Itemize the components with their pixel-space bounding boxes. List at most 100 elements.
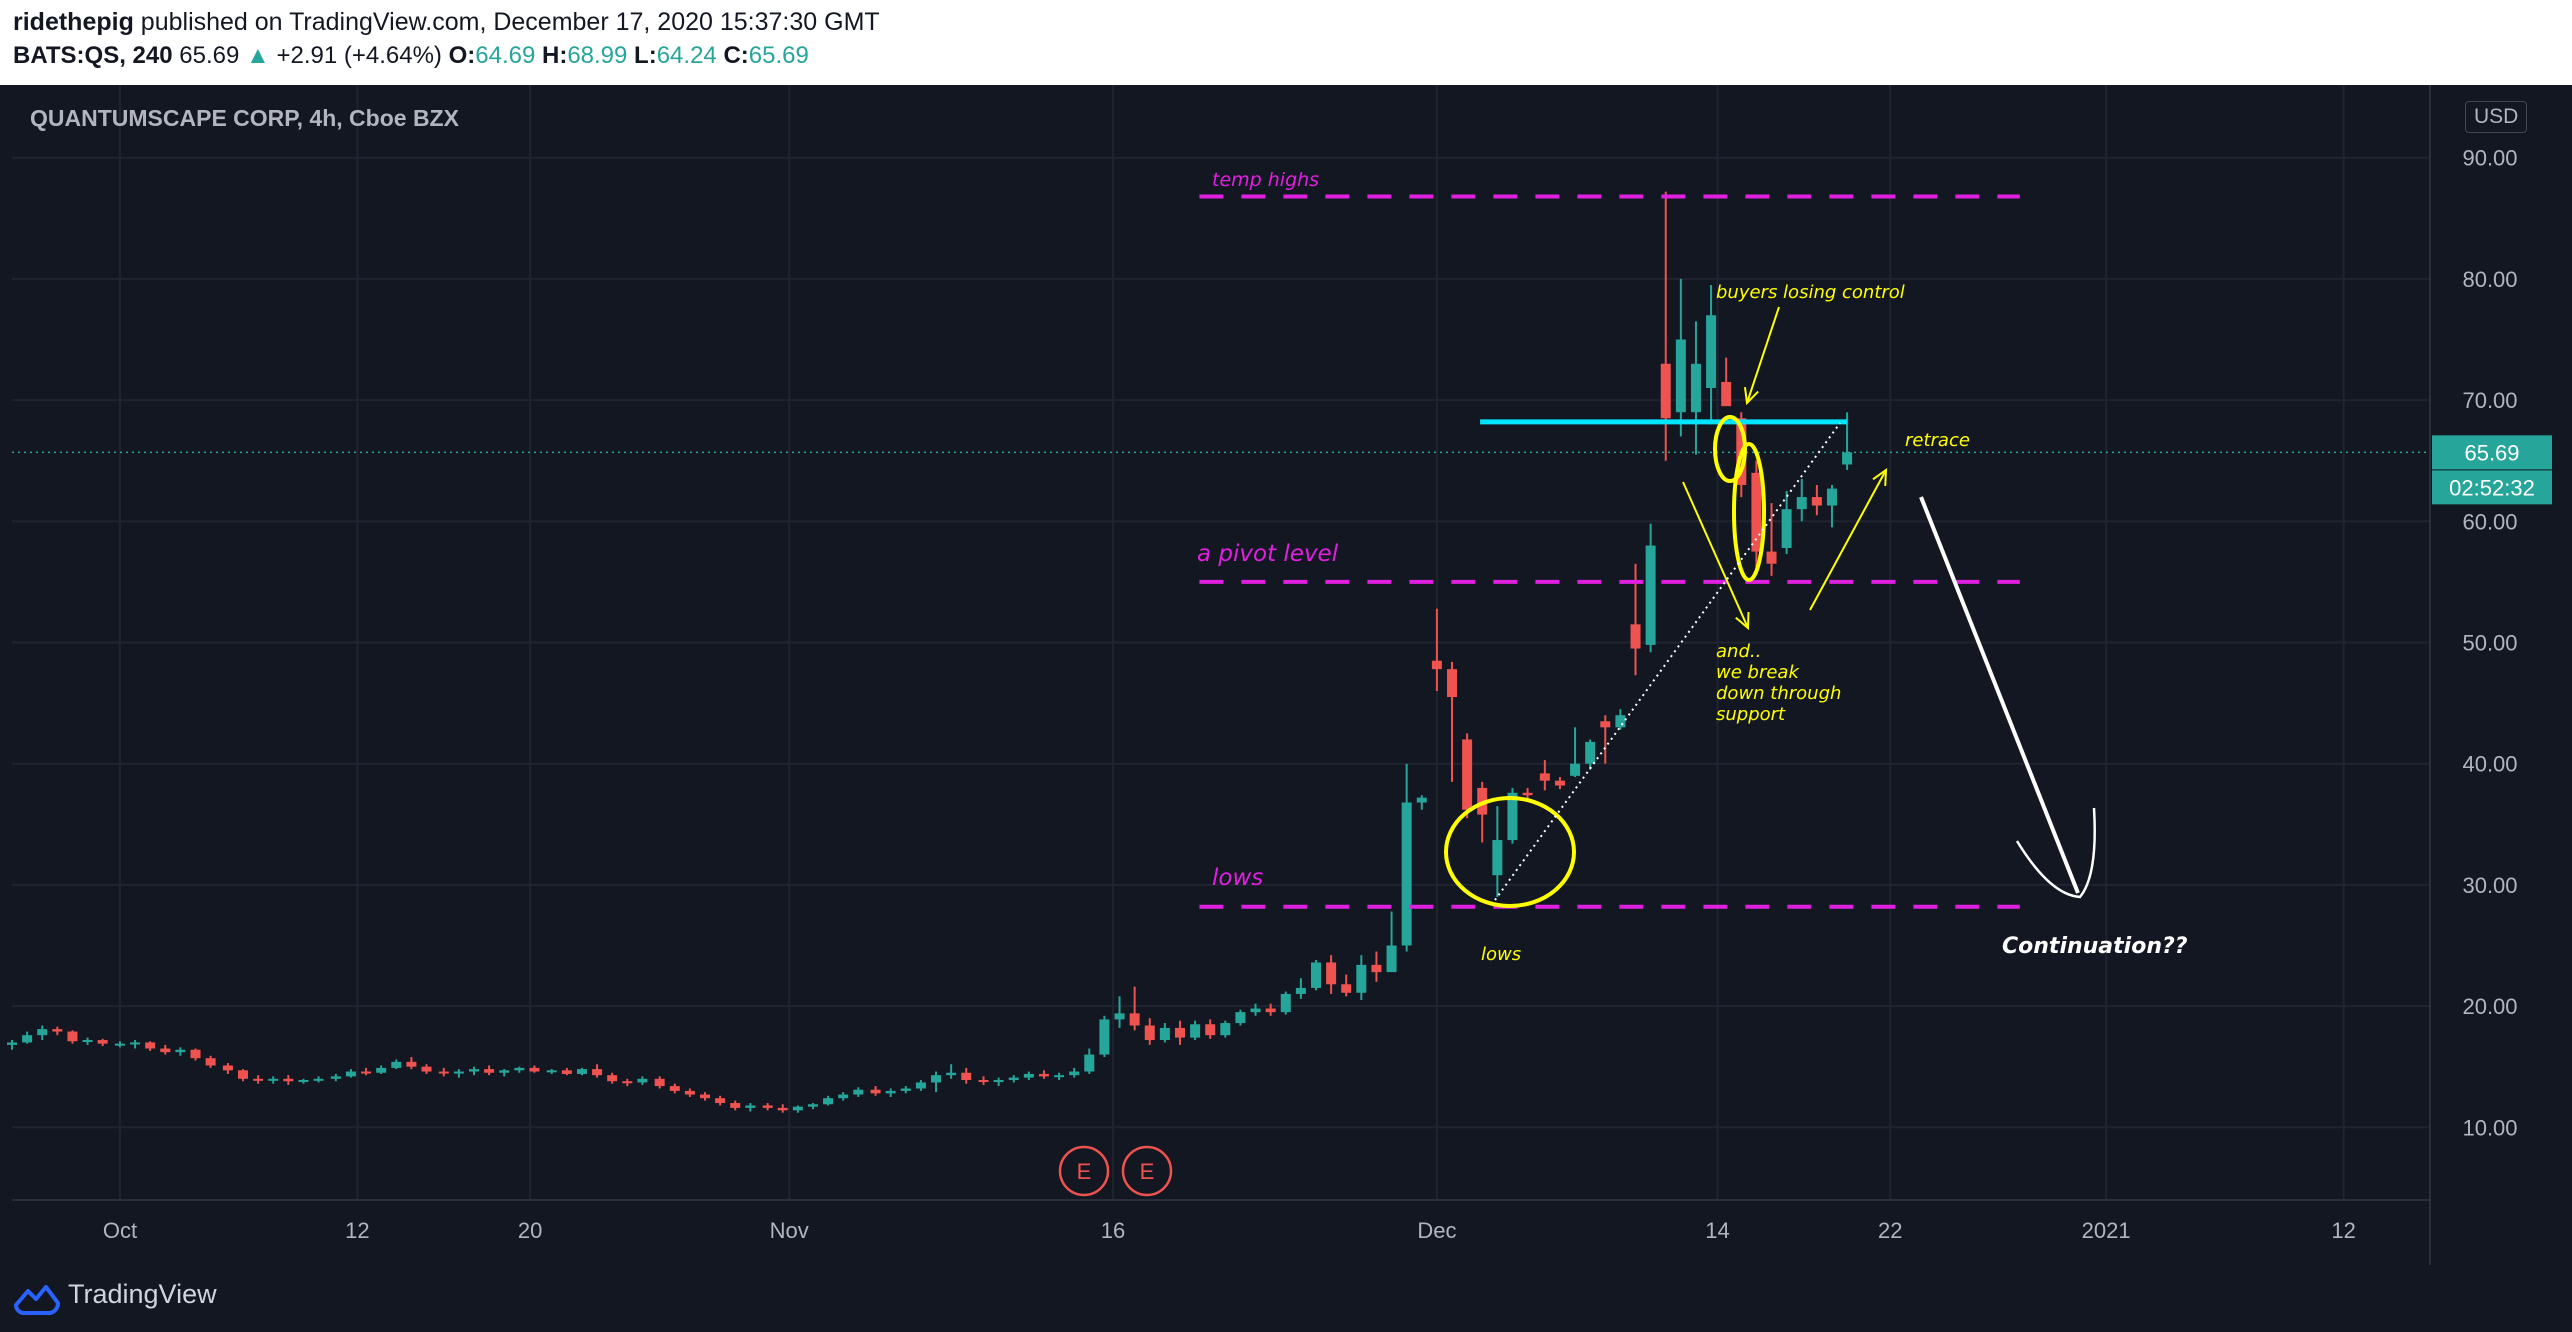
candle-body (1585, 741, 1596, 764)
candle (777, 1104, 788, 1113)
candle (52, 1026, 63, 1036)
author-name[interactable]: ridethepig (13, 8, 134, 36)
open-label: O: (448, 42, 476, 69)
candle (529, 1065, 540, 1073)
retrace-arrow-shaft (1809, 469, 1887, 611)
candle-body (700, 1094, 711, 1099)
candle (1235, 1009, 1246, 1026)
candle-body (469, 1069, 480, 1072)
candle (268, 1076, 279, 1084)
buyers-losing-label: buyers losing control (1716, 282, 1905, 303)
candle-body (37, 1029, 48, 1036)
candle (1826, 484, 1837, 528)
publish-header: ridethepig published on TradingView.com,… (13, 8, 880, 37)
y-tick-label: 80.00 (2462, 267, 2517, 292)
candle (546, 1069, 557, 1074)
candle (1386, 911, 1397, 973)
candle (1084, 1048, 1095, 1074)
candle-body (499, 1070, 510, 1073)
last-price-tag-text: 65.69 (2464, 440, 2519, 465)
tradingview-brand[interactable]: TradingView (68, 1279, 217, 1309)
candle (238, 1069, 249, 1082)
x-tick-label: Dec (1417, 1218, 1456, 1243)
breakdown-arrow-head (1735, 611, 1750, 631)
candle-body (82, 1040, 93, 1043)
candle-body (715, 1098, 726, 1104)
candle-body (1250, 1008, 1261, 1013)
candle-body (762, 1105, 773, 1108)
close-label: C: (723, 42, 749, 69)
candle (453, 1069, 464, 1078)
candle (592, 1064, 603, 1078)
close-value: 65.69 (748, 42, 809, 69)
candle (1645, 523, 1656, 653)
candle (1811, 484, 1822, 516)
candle (421, 1064, 432, 1074)
candle-body (114, 1043, 125, 1046)
candle (900, 1086, 911, 1094)
countdown-tag: 02:52:32 (2432, 470, 2552, 505)
currency-button[interactable]: USD (2465, 101, 2528, 133)
candle-body (330, 1076, 341, 1079)
chart-canvas[interactable]: 10.00 20.00 30.00 40.00 50.00 60.00 70.00 80.00… (0, 85, 2572, 1265)
y-tick-label: 30.00 (2462, 873, 2517, 898)
candle-body (853, 1089, 864, 1095)
retrace-label: retrace (1905, 430, 1970, 451)
candle-body (130, 1042, 141, 1045)
candle (1477, 781, 1488, 843)
candle (1326, 955, 1337, 994)
candle-body (1600, 721, 1611, 728)
candle-body (592, 1069, 603, 1076)
y-tick-label: 20.00 (2462, 994, 2517, 1019)
x-tick-label: 16 (1101, 1218, 1125, 1243)
candle-body (807, 1104, 818, 1107)
retrace-arrow-head (1872, 467, 1888, 487)
candle-body (1645, 545, 1656, 645)
chart-area[interactable]: 10.00 20.00 30.00 40.00 50.00 60.00 70.00 80.00… (0, 85, 2572, 1265)
candle (1159, 1023, 1170, 1043)
candle (1099, 1015, 1110, 1057)
candle (1038, 1070, 1049, 1079)
y-tick-label: 90.00 (2462, 146, 2517, 171)
candle (1600, 715, 1611, 764)
candle-body (529, 1067, 540, 1072)
candle (1295, 978, 1306, 999)
candle-body (1144, 1025, 1155, 1041)
y-tick-label: 60.00 (2462, 509, 2517, 534)
earnings-marker (1058, 1145, 1110, 1197)
candle-body (1114, 1013, 1125, 1020)
candle-body (1766, 551, 1777, 564)
candle-body (885, 1090, 896, 1094)
projection-curve (2015, 807, 2096, 899)
candle-body (453, 1071, 464, 1074)
x-tick-label: 22 (1878, 1218, 1902, 1243)
x-tick-label: 2021 (2082, 1218, 2131, 1243)
candle (978, 1076, 989, 1085)
last-price-tag-bg (2432, 435, 2552, 470)
candle (22, 1031, 33, 1044)
candle (1174, 1020, 1185, 1045)
candle-body (1554, 780, 1565, 786)
candle (1280, 991, 1291, 1015)
candle-body (1099, 1019, 1110, 1055)
candle (97, 1038, 108, 1047)
trendline (1494, 422, 1841, 901)
candle (1008, 1075, 1019, 1083)
candle (1401, 763, 1412, 952)
tradingview-logo-icon[interactable] (14, 1281, 60, 1315)
high-label: H: (541, 42, 568, 69)
candle-body (1129, 1013, 1140, 1026)
candle-body (1796, 497, 1807, 510)
candle-body (900, 1088, 911, 1091)
candle (1690, 321, 1701, 455)
candle-body (1371, 964, 1382, 973)
x-tick-label: Oct (103, 1218, 137, 1243)
candle-body (745, 1105, 756, 1108)
candle (1585, 739, 1596, 770)
candle-body (421, 1066, 432, 1072)
candle (637, 1076, 648, 1085)
candle-body (777, 1107, 788, 1111)
open-value: 64.69 (475, 42, 536, 69)
candle-body (298, 1080, 309, 1083)
candle-body (838, 1094, 849, 1099)
